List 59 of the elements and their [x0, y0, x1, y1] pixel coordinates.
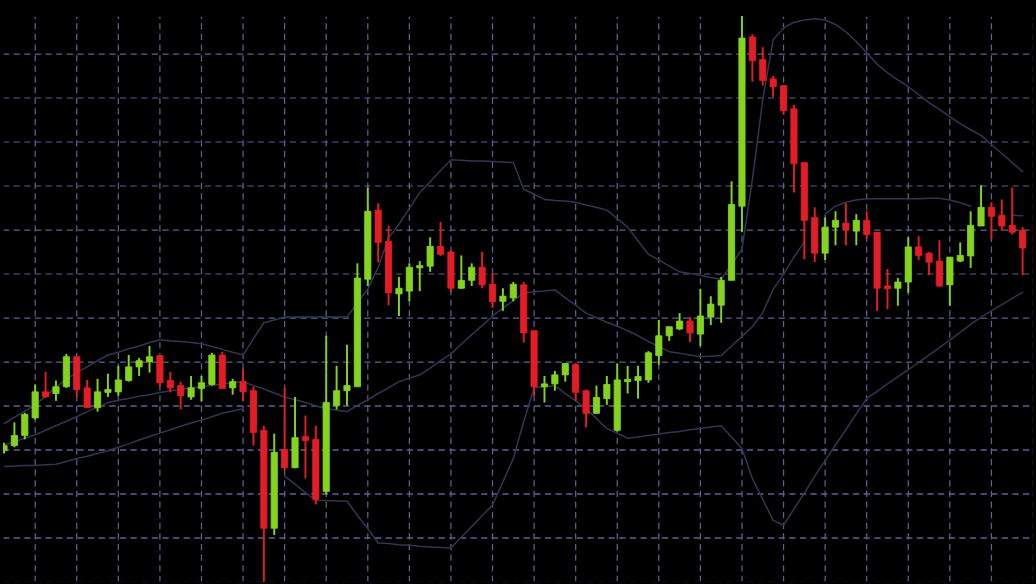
- candlestick: [488, 271, 497, 310]
- candlestick: [655, 318, 663, 366]
- candlestick: [509, 281, 517, 303]
- candlestick: [561, 362, 569, 383]
- candlestick: [239, 367, 247, 402]
- candlestick: [894, 277, 902, 307]
- candlestick: [114, 364, 122, 397]
- candlestick: [52, 379, 60, 402]
- candlestick: [925, 251, 933, 277]
- candlestick: [125, 354, 133, 383]
- candlestick: [540, 375, 549, 404]
- candlestick: [987, 201, 995, 240]
- candlestick: [977, 184, 985, 227]
- candlestick: [1019, 226, 1027, 277]
- candlestick: [759, 46, 767, 87]
- candlestick: [145, 345, 154, 374]
- candlestick: [21, 411, 29, 441]
- candlestick: [166, 371, 174, 394]
- candlestick: [437, 221, 445, 257]
- candlestick: [83, 378, 91, 409]
- candlestick: [831, 210, 840, 247]
- candlestick: [686, 316, 694, 343]
- candlestick: [1008, 186, 1016, 236]
- candlestick: [624, 364, 632, 395]
- candlestick: [104, 372, 112, 398]
- candlestick: [468, 262, 476, 287]
- candlestick: [457, 254, 465, 290]
- candlestick: [405, 262, 413, 303]
- candlestick: [499, 287, 507, 312]
- candlestick: [281, 386, 289, 472]
- candlestick: [696, 287, 704, 347]
- candlestick: [135, 356, 143, 377]
- candlestick: [177, 380, 185, 411]
- candlestick: [416, 260, 424, 293]
- candlestick: [426, 236, 434, 273]
- candlestick: [769, 75, 777, 98]
- candlestick: [883, 268, 892, 311]
- candlestick: [94, 377, 102, 413]
- candlestick: [478, 251, 486, 290]
- candlestick: [748, 33, 756, 83]
- candlestick: [333, 364, 341, 411]
- candlestick: [187, 375, 195, 401]
- candlestick: [707, 295, 715, 327]
- candlestick: [852, 213, 860, 247]
- candlestick: [634, 364, 642, 400]
- candlestick: [582, 388, 590, 429]
- candlestick: [998, 198, 1006, 232]
- candlestick: [395, 275, 403, 317]
- candlestick: [197, 375, 206, 403]
- candlestick: [343, 343, 351, 407]
- candlestick: [10, 421, 18, 449]
- candlestick: [863, 210, 871, 240]
- candlestick: [301, 414, 309, 480]
- candlestick: [592, 384, 600, 415]
- candlestick: [915, 235, 923, 261]
- candlestick: [603, 375, 611, 406]
- candlestick: [42, 371, 50, 399]
- candlestick: [842, 202, 850, 247]
- candlestick: [551, 369, 559, 392]
